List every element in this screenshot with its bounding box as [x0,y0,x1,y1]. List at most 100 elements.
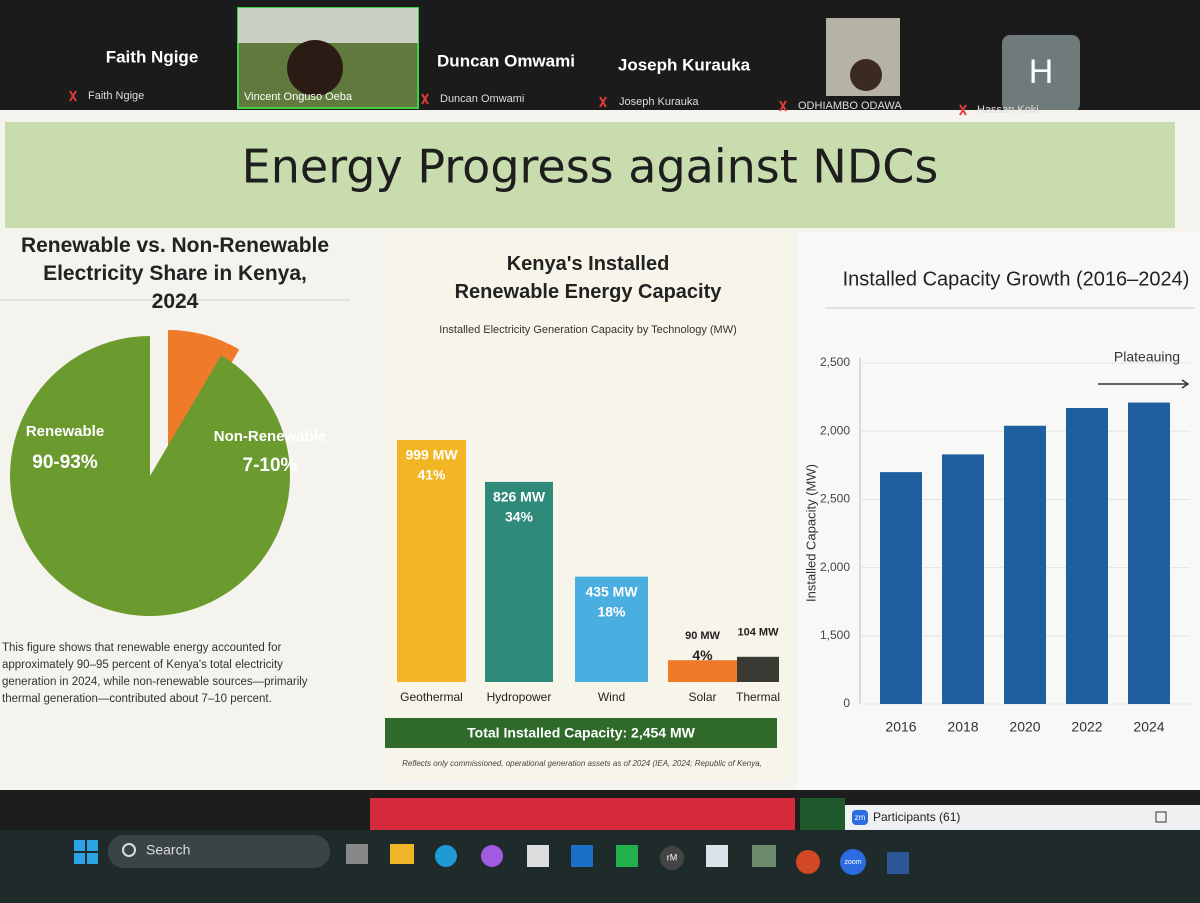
pie-slice [9,336,290,616]
value-label: 999 MW [405,447,458,463]
x-tick-label: 2022 [1071,719,1102,735]
value-label: 104 MW [738,627,780,639]
start-button[interactable] [74,840,98,864]
participant-name: Faith Ngige [106,47,199,66]
x-tick-label: Wind [598,690,625,704]
x-tick-label: 2024 [1133,719,1164,735]
app-label: zoom [844,859,861,866]
app-icon[interactable] [390,844,414,864]
search-box[interactable] [108,835,330,868]
bar [485,481,553,682]
share-label: 18% [597,603,626,619]
share-label: 41% [417,467,446,483]
pie-caption: This figure shows that renewable energy … [2,642,308,705]
x-tick-label: Solar [688,690,716,704]
value-label: 826 MW [493,489,546,505]
bar [575,576,648,682]
slice-value: 7-10% [243,455,298,476]
value-label: 90 MW [685,630,720,642]
value-label: 435 MW [585,583,638,599]
participant-label: Hassan Koki [977,104,1039,116]
chart-title: Installed Capacity Growth (2016–2024) [843,268,1190,290]
app-icon[interactable] [571,845,593,867]
app-icon[interactable] [887,852,909,874]
app-icon[interactable] [840,849,866,875]
total-banner [385,718,777,748]
muted-mic [69,90,77,102]
chart-title: Kenya's Installed Renewable Energy Capaci… [455,253,723,303]
share-label: 4% [692,647,713,663]
slice-value: 90-93% [32,452,98,473]
source-note: Reflects only commissioned, operational … [402,759,762,768]
app-icon[interactable] [660,846,684,870]
participant-label: Faith Ngige [88,90,144,102]
x-tick-label: 2016 [885,719,916,735]
muted-mic [421,93,429,105]
participants-panel[interactable] [845,805,1200,830]
chart-subtitle: Installed Electricity Generation Capacit… [439,324,737,336]
muted-mic [599,96,607,108]
bar [880,472,922,704]
bar [1128,402,1170,704]
strip-red [370,798,795,830]
app-icon[interactable] [752,845,776,867]
slice-label: Non-Renewable [214,428,327,445]
title-band [5,122,1175,228]
person [850,59,882,91]
y-axis-label: Installed Capacity (MW) [803,464,818,602]
y-tick-label: 2,000 [820,423,850,437]
y-tick-label: 2,000 [820,560,850,574]
y-tick-label: 2,500 [820,492,850,506]
app-icon[interactable] [481,845,503,867]
person [287,40,343,96]
strip-green [800,798,845,830]
x-tick-label: 2018 [947,719,978,735]
slice-label: Renewable [26,423,104,440]
total-capacity: Total Installed Capacity: 2,454 MW [467,725,695,741]
y-tick-label: 2,500 [820,355,850,369]
app-icon[interactable] [346,844,368,864]
participant-label: Joseph Kurauka [619,96,699,108]
x-tick-label: Thermal [736,690,780,704]
muted-mic [959,104,967,116]
participant-label: Vincent Onguso Oeba [244,91,353,103]
chart-title: Renewable vs. Non-Renewable Electricity S… [21,234,329,313]
x-tick-label: Geothermal [400,690,463,704]
app-label: rM [667,852,678,862]
app-icon[interactable] [706,845,728,867]
app-icon[interactable] [527,845,549,867]
participant-label: Duncan Omwami [440,93,524,105]
panel-button[interactable] [1155,811,1167,823]
slide-title: Energy Progress against NDCs [242,140,939,194]
participant-name: Joseph Kurauka [618,55,751,74]
y-tick-label: 0 [843,696,850,710]
annotation-arrow [1098,379,1190,389]
app-icon[interactable] [616,845,638,867]
avatar-initial: H [1029,53,1054,91]
bar [397,440,466,682]
bar [1066,408,1108,704]
taskbar-icons [346,844,909,875]
share-label: 34% [505,509,534,525]
search-icon [122,843,136,857]
participant-strip [0,0,1200,110]
annotation: Plateauing [1114,349,1180,365]
zoom-logo-text: zm [855,813,866,822]
bar [942,454,984,704]
avatar-tile[interactable] [1002,35,1080,112]
zoom-logo [852,810,868,825]
search-label: Search [146,842,190,858]
video-background [238,8,418,43]
y-tick-label: 1,500 [820,628,850,642]
participant-name: Duncan Omwami [437,51,575,70]
app-icon[interactable] [796,850,820,874]
app-icon[interactable] [435,845,457,867]
x-tick-label: Hydropower [487,690,552,704]
participants-title: Participants (61) [873,810,960,824]
bar [1004,425,1046,704]
bar [737,656,779,682]
x-tick-label: 2020 [1009,719,1040,735]
muted-mic [779,100,787,112]
